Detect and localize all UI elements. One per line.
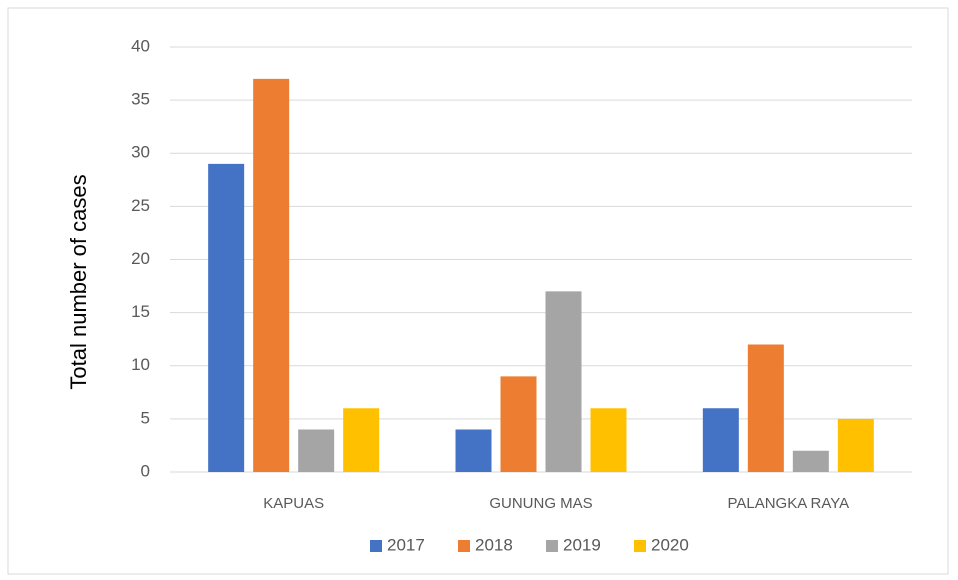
y-tick-label: 10 xyxy=(131,355,150,374)
y-tick-label: 35 xyxy=(131,90,150,109)
legend-swatch xyxy=(370,540,382,552)
bar xyxy=(702,408,739,472)
chart-frame xyxy=(7,7,949,575)
y-tick-label: 30 xyxy=(131,143,150,162)
bar xyxy=(545,291,582,472)
bar xyxy=(298,429,335,472)
y-tick-label: 40 xyxy=(131,36,150,55)
bar xyxy=(500,376,537,472)
bar xyxy=(792,450,829,472)
bar xyxy=(747,344,784,472)
bar xyxy=(208,163,245,472)
legend-label: 2019 xyxy=(563,535,601,554)
bar xyxy=(455,429,492,472)
legend-label: 2017 xyxy=(387,535,425,554)
y-tick-label: 25 xyxy=(131,196,150,215)
x-tick-label: PALANGKA RAYA xyxy=(727,495,849,512)
legend-swatch xyxy=(546,540,558,552)
legend-swatch xyxy=(634,540,646,552)
x-tick-label: KAPUAS xyxy=(263,495,324,512)
bar xyxy=(343,408,380,472)
y-axis-label: Total number of cases xyxy=(66,174,91,389)
y-tick-label: 20 xyxy=(131,249,150,268)
bar xyxy=(590,408,627,472)
bar xyxy=(253,78,290,472)
legend-label: 2020 xyxy=(651,535,689,554)
x-tick-label: GUNUNG MAS xyxy=(489,495,592,512)
bar xyxy=(837,418,874,472)
y-tick-label: 15 xyxy=(131,302,150,321)
legend-swatch xyxy=(458,540,470,552)
legend-label: 2018 xyxy=(475,535,513,554)
y-tick-label: 5 xyxy=(141,408,150,427)
y-tick-label: 0 xyxy=(141,461,150,480)
